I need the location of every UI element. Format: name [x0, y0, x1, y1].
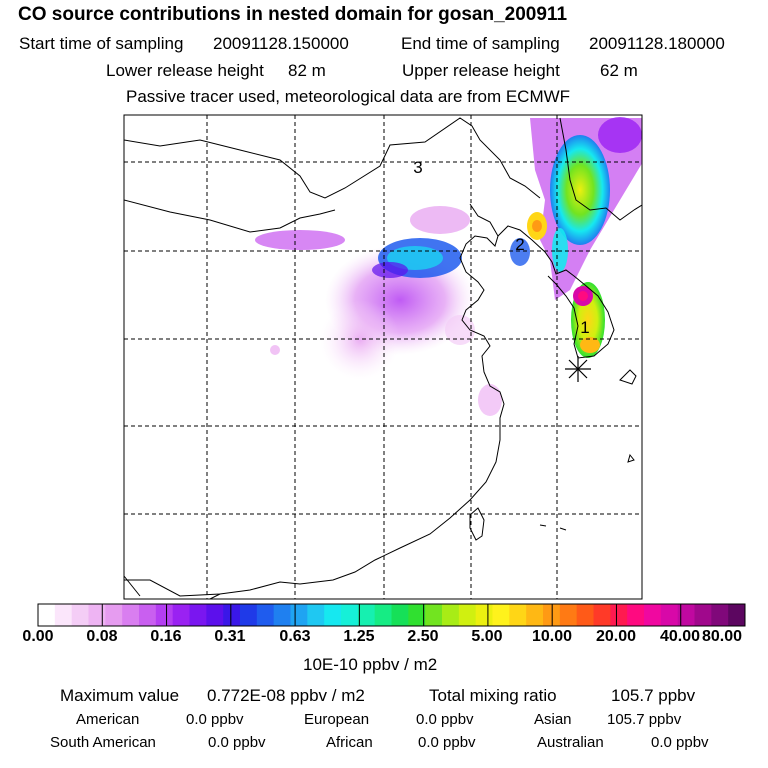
- region-american-value: 0.0 ppbv: [186, 711, 244, 728]
- colorbar-cell: [71, 604, 89, 626]
- tracer-note: Passive tracer used, meteorological data…: [126, 87, 571, 106]
- colorbar-cell: [475, 604, 493, 626]
- coastlines: [124, 117, 642, 599]
- colorbar-tick-4: 0.63: [279, 628, 311, 645]
- end-time-value: 20091128.180000: [589, 34, 725, 53]
- colorbar-tick-9: 20.00: [595, 628, 637, 645]
- region-south-american-value: 0.0 ppbv: [208, 734, 266, 751]
- region-american-label: American: [76, 711, 140, 728]
- region-australian-label: Australian: [537, 734, 604, 751]
- map-frame: [123, 114, 643, 600]
- lower-release-value: 82 m: [288, 61, 326, 80]
- lat-lon-grid: [124, 115, 642, 599]
- colorbar-cell: [240, 604, 258, 626]
- colorbar-tick-7: 5.00: [471, 628, 503, 645]
- colorbar-cell: [139, 604, 157, 626]
- colorbar-cell: [408, 604, 426, 626]
- colorbar-cell: [492, 604, 510, 626]
- colorbar-cell: [172, 604, 190, 626]
- colorbar-tick-5: 1.25: [343, 628, 375, 645]
- colorbar-tick-10: 40.00: [659, 628, 701, 645]
- lower-release-label: Lower release height: [106, 61, 264, 80]
- site-label-2: 2: [515, 235, 524, 254]
- colorbar-tick-3: 0.31: [214, 628, 246, 645]
- site-label-1: 1: [580, 318, 589, 337]
- plot-title: CO source contributions in nested domain…: [18, 4, 568, 25]
- site-label-3: 3: [413, 158, 422, 177]
- colorbar-tick-11: 80.00: [701, 628, 743, 645]
- colorbar-cell: [105, 604, 123, 626]
- receptor-asterisk-icon: [565, 356, 591, 382]
- region-south-american-label: South American: [50, 734, 156, 751]
- colorbar-cell: [509, 604, 527, 626]
- colorbar-tick-0: 0.00: [22, 628, 54, 645]
- colorbar-cell: [391, 604, 409, 626]
- colorbar-cell: [54, 604, 73, 626]
- colorbar-cell: [273, 604, 291, 626]
- colorbar-tick-8: 10.00: [531, 628, 573, 645]
- colorbar-cell: [576, 604, 594, 626]
- max-value: 0.772E-08 ppbv / m2: [207, 686, 365, 705]
- colorbar-cell: [677, 604, 695, 626]
- colorbar-cell: [122, 604, 140, 626]
- colorbar-cell: [206, 604, 224, 626]
- colorbar-cell: [324, 604, 342, 626]
- colorbar-cell: [290, 604, 308, 626]
- region-european-label: European: [304, 711, 370, 728]
- colorbar-cell: [38, 604, 56, 626]
- colorbar-cell: [543, 604, 561, 626]
- colorbar-cell: [307, 604, 325, 626]
- region-asian-value: 105.7 ppbv: [607, 711, 682, 728]
- colorbar-cell: [526, 604, 544, 626]
- region-african-label: African: [326, 734, 373, 751]
- region-european-value: 0.0 ppbv: [416, 711, 474, 728]
- colorbar-tick-2: 0.16: [150, 628, 182, 645]
- max-value-label: Maximum value: [60, 686, 180, 705]
- region-asian-label: Asian: [534, 711, 572, 728]
- region-african-value: 0.0 ppbv: [418, 734, 476, 751]
- colorbar-cell: [88, 604, 106, 626]
- upper-release-value: 62 m: [600, 61, 638, 80]
- colorbar-cell: [256, 604, 275, 626]
- colorbar-cell: [610, 604, 628, 626]
- colorbar-tick-1: 0.08: [86, 628, 118, 645]
- colorbar-cell: [593, 604, 611, 626]
- start-time-label: Start time of sampling: [19, 34, 184, 53]
- colorbar-unit: 10E-10 ppbv / m2: [303, 655, 438, 674]
- colorbar-cell: [627, 604, 645, 626]
- colorbar-cell: [694, 604, 712, 626]
- colorbar-cell: [559, 604, 578, 626]
- colorbar-cell: [458, 604, 477, 626]
- region-australian-value: 0.0 ppbv: [651, 734, 709, 751]
- colorbar-cell: [341, 604, 359, 626]
- start-time-value: 20091128.150000: [213, 34, 349, 53]
- colorbar-cell: [644, 604, 662, 626]
- colorbar-cell: [442, 604, 460, 626]
- total-mixing-label: Total mixing ratio: [429, 686, 557, 705]
- colorbar-cell: [374, 604, 392, 626]
- total-mixing-value: 105.7 ppbv: [611, 686, 696, 705]
- end-time-label: End time of sampling: [401, 34, 560, 53]
- colorbar-cell: [155, 604, 174, 626]
- colorbar-cell: [425, 604, 443, 626]
- colorbar-cell: [660, 604, 679, 626]
- plume-china: [255, 206, 502, 416]
- colorbar-cell: [357, 604, 376, 626]
- colorbar-cell: [728, 604, 746, 626]
- colorbar-cell: [223, 604, 241, 626]
- colorbar-cell: [711, 604, 729, 626]
- colorbar-tick-6: 2.50: [407, 628, 439, 645]
- colorbar-cell: [189, 604, 207, 626]
- upper-release-label: Upper release height: [402, 61, 560, 80]
